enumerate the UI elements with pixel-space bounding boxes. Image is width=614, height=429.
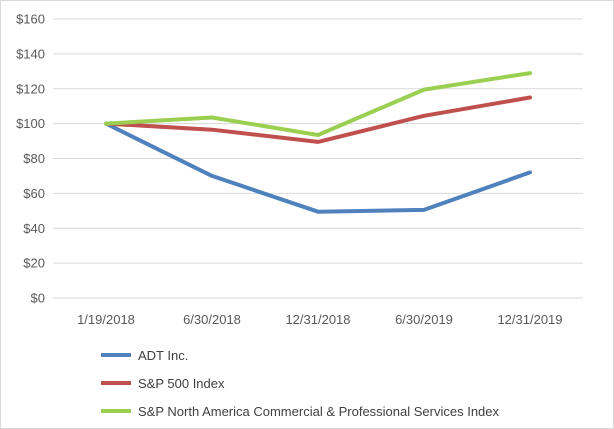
y-tick-label: $140 xyxy=(16,46,45,61)
series-line-sp500 xyxy=(104,95,532,144)
series-line-adt xyxy=(104,121,532,214)
x-tick-label: 12/31/2019 xyxy=(497,312,562,327)
y-tick-label: $120 xyxy=(16,81,45,96)
chart-legend: ADT Inc. S&P 500 Index S&P North America… xyxy=(101,341,499,425)
x-tick-label: 12/31/2018 xyxy=(285,312,350,327)
y-tick-label: $0 xyxy=(31,291,45,306)
chart-plot: $0 $20 $40 $60 $80 $100 $120 $140 $160 1/19/2018… xyxy=(16,12,583,327)
x-tick-label: 6/30/2019 xyxy=(395,312,453,327)
legend-item-sp-na-services: S&P North America Commercial & Professio… xyxy=(101,397,499,425)
y-tick-label: $60 xyxy=(23,186,45,201)
y-tick-label: $20 xyxy=(23,256,45,271)
series-line-sp-na-services xyxy=(104,71,532,137)
y-tick-label: $100 xyxy=(16,116,45,131)
x-tick-label: 1/19/2018 xyxy=(77,312,135,327)
legend-label-sp500: S&P 500 Index xyxy=(138,375,225,391)
legend-label-sp-na-services: S&P North America Commercial & Professio… xyxy=(138,403,500,419)
legend-swatch-adt xyxy=(101,353,131,357)
legend-item-sp500: S&P 500 Index xyxy=(101,369,499,397)
y-tick-label: $40 xyxy=(23,221,45,236)
legend-item-adt: ADT Inc. xyxy=(101,341,499,369)
x-tick-label: 6/30/2018 xyxy=(183,312,241,327)
legend-label-adt: ADT Inc. xyxy=(138,347,189,363)
y-tick-label: $160 xyxy=(16,12,45,27)
y-tick-label: $80 xyxy=(23,151,45,166)
legend-swatch-sp500 xyxy=(101,381,131,385)
legend-swatch-sp-na-services xyxy=(101,409,131,413)
